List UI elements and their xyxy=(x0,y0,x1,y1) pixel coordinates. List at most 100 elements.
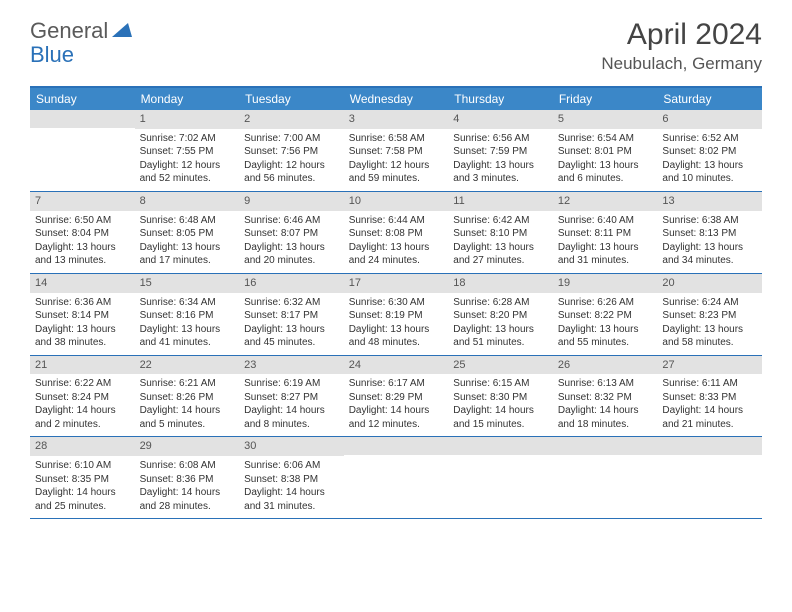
weekday-cell: Saturday xyxy=(657,88,762,110)
day-cell: 8Sunrise: 6:48 AMSunset: 8:05 PMDaylight… xyxy=(135,192,240,273)
sunrise-text: Sunrise: 6:10 AM xyxy=(35,459,130,473)
sunrise-text: Sunrise: 6:15 AM xyxy=(453,377,548,391)
logo-text-general: General xyxy=(30,18,108,44)
daylight-text: Daylight: 12 hours and 52 minutes. xyxy=(140,159,235,186)
sunrise-text: Sunrise: 6:36 AM xyxy=(35,296,130,310)
daylight-text: Daylight: 14 hours and 15 minutes. xyxy=(453,404,548,431)
daylight-text: Daylight: 14 hours and 25 minutes. xyxy=(35,486,130,513)
daylight-text: Daylight: 13 hours and 55 minutes. xyxy=(558,323,653,350)
location: Neubulach, Germany xyxy=(601,54,762,74)
empty-day-bar xyxy=(657,437,762,455)
sunset-text: Sunset: 8:17 PM xyxy=(244,309,339,323)
day-number: 29 xyxy=(135,437,240,456)
daylight-text: Daylight: 13 hours and 41 minutes. xyxy=(140,323,235,350)
day-number: 22 xyxy=(135,356,240,375)
day-cell: 24Sunrise: 6:17 AMSunset: 8:29 PMDayligh… xyxy=(344,356,449,437)
day-body: Sunrise: 6:26 AMSunset: 8:22 PMDaylight:… xyxy=(553,293,658,355)
sunrise-text: Sunrise: 6:22 AM xyxy=(35,377,130,391)
day-body: Sunrise: 6:24 AMSunset: 8:23 PMDaylight:… xyxy=(657,293,762,355)
sunset-text: Sunset: 8:07 PM xyxy=(244,227,339,241)
sunset-text: Sunset: 8:38 PM xyxy=(244,473,339,487)
day-body: Sunrise: 6:44 AMSunset: 8:08 PMDaylight:… xyxy=(344,211,449,273)
day-cell xyxy=(448,437,553,518)
day-cell: 4Sunrise: 6:56 AMSunset: 7:59 PMDaylight… xyxy=(448,110,553,191)
day-number: 13 xyxy=(657,192,762,211)
sunrise-text: Sunrise: 6:30 AM xyxy=(349,296,444,310)
daylight-text: Daylight: 13 hours and 27 minutes. xyxy=(453,241,548,268)
weekday-row: SundayMondayTuesdayWednesdayThursdayFrid… xyxy=(30,88,762,110)
page-header: General April 2024 Neubulach, Germany xyxy=(0,0,792,80)
logo: General xyxy=(30,18,134,44)
day-number: 1 xyxy=(135,110,240,129)
day-number: 6 xyxy=(657,110,762,129)
day-number: 15 xyxy=(135,274,240,293)
day-body: Sunrise: 6:54 AMSunset: 8:01 PMDaylight:… xyxy=(553,129,658,191)
weekday-cell: Monday xyxy=(135,88,240,110)
sunrise-text: Sunrise: 6:56 AM xyxy=(453,132,548,146)
sunrise-text: Sunrise: 6:42 AM xyxy=(453,214,548,228)
sunrise-text: Sunrise: 6:19 AM xyxy=(244,377,339,391)
day-body: Sunrise: 6:38 AMSunset: 8:13 PMDaylight:… xyxy=(657,211,762,273)
day-cell: 30Sunrise: 6:06 AMSunset: 8:38 PMDayligh… xyxy=(239,437,344,518)
day-cell: 20Sunrise: 6:24 AMSunset: 8:23 PMDayligh… xyxy=(657,274,762,355)
sunset-text: Sunset: 7:58 PM xyxy=(349,145,444,159)
day-number: 17 xyxy=(344,274,449,293)
sunset-text: Sunset: 8:29 PM xyxy=(349,391,444,405)
sunset-text: Sunset: 8:20 PM xyxy=(453,309,548,323)
weekday-cell: Wednesday xyxy=(344,88,449,110)
sunrise-text: Sunrise: 7:02 AM xyxy=(140,132,235,146)
day-number: 4 xyxy=(448,110,553,129)
sunrise-text: Sunrise: 6:38 AM xyxy=(662,214,757,228)
sunrise-text: Sunrise: 6:08 AM xyxy=(140,459,235,473)
day-body: Sunrise: 6:22 AMSunset: 8:24 PMDaylight:… xyxy=(30,374,135,436)
day-cell: 15Sunrise: 6:34 AMSunset: 8:16 PMDayligh… xyxy=(135,274,240,355)
sunrise-text: Sunrise: 6:58 AM xyxy=(349,132,444,146)
sunset-text: Sunset: 7:56 PM xyxy=(244,145,339,159)
daylight-text: Daylight: 14 hours and 12 minutes. xyxy=(349,404,444,431)
sunset-text: Sunset: 8:35 PM xyxy=(35,473,130,487)
day-cell: 18Sunrise: 6:28 AMSunset: 8:20 PMDayligh… xyxy=(448,274,553,355)
day-number: 23 xyxy=(239,356,344,375)
daylight-text: Daylight: 14 hours and 31 minutes. xyxy=(244,486,339,513)
daylight-text: Daylight: 13 hours and 24 minutes. xyxy=(349,241,444,268)
day-cell: 9Sunrise: 6:46 AMSunset: 8:07 PMDaylight… xyxy=(239,192,344,273)
week-row: 14Sunrise: 6:36 AMSunset: 8:14 PMDayligh… xyxy=(30,274,762,356)
sunset-text: Sunset: 8:08 PM xyxy=(349,227,444,241)
sunrise-text: Sunrise: 6:11 AM xyxy=(662,377,757,391)
sunset-text: Sunset: 8:10 PM xyxy=(453,227,548,241)
week-row: 1Sunrise: 7:02 AMSunset: 7:55 PMDaylight… xyxy=(30,110,762,192)
day-number: 3 xyxy=(344,110,449,129)
day-cell: 26Sunrise: 6:13 AMSunset: 8:32 PMDayligh… xyxy=(553,356,658,437)
day-cell: 7Sunrise: 6:50 AMSunset: 8:04 PMDaylight… xyxy=(30,192,135,273)
day-number: 2 xyxy=(239,110,344,129)
sunset-text: Sunset: 8:14 PM xyxy=(35,309,130,323)
sunset-text: Sunset: 8:30 PM xyxy=(453,391,548,405)
sunset-text: Sunset: 8:16 PM xyxy=(140,309,235,323)
day-body: Sunrise: 6:36 AMSunset: 8:14 PMDaylight:… xyxy=(30,293,135,355)
day-number: 28 xyxy=(30,437,135,456)
daylight-text: Daylight: 13 hours and 6 minutes. xyxy=(558,159,653,186)
daylight-text: Daylight: 13 hours and 17 minutes. xyxy=(140,241,235,268)
daylight-text: Daylight: 13 hours and 10 minutes. xyxy=(662,159,757,186)
day-body: Sunrise: 6:11 AMSunset: 8:33 PMDaylight:… xyxy=(657,374,762,436)
sunrise-text: Sunrise: 6:48 AM xyxy=(140,214,235,228)
sunset-text: Sunset: 8:24 PM xyxy=(35,391,130,405)
day-cell: 16Sunrise: 6:32 AMSunset: 8:17 PMDayligh… xyxy=(239,274,344,355)
day-cell: 6Sunrise: 6:52 AMSunset: 8:02 PMDaylight… xyxy=(657,110,762,191)
day-cell: 1Sunrise: 7:02 AMSunset: 7:55 PMDaylight… xyxy=(135,110,240,191)
sunset-text: Sunset: 8:05 PM xyxy=(140,227,235,241)
empty-day-bar xyxy=(448,437,553,455)
sunset-text: Sunset: 8:19 PM xyxy=(349,309,444,323)
weekday-cell: Friday xyxy=(553,88,658,110)
day-number: 16 xyxy=(239,274,344,293)
day-cell: 3Sunrise: 6:58 AMSunset: 7:58 PMDaylight… xyxy=(344,110,449,191)
sunrise-text: Sunrise: 6:46 AM xyxy=(244,214,339,228)
sunrise-text: Sunrise: 6:21 AM xyxy=(140,377,235,391)
day-body: Sunrise: 6:19 AMSunset: 8:27 PMDaylight:… xyxy=(239,374,344,436)
day-cell: 28 Sunrise: 6:10 AMSunset: 8:35 PMDayligh… xyxy=(30,437,135,518)
day-number: 20 xyxy=(657,274,762,293)
sunrise-text: Sunrise: 7:00 AM xyxy=(244,132,339,146)
day-body: Sunrise: 7:00 AMSunset: 7:56 PMDaylight:… xyxy=(239,129,344,191)
sunrise-text: Sunrise: 6:50 AM xyxy=(35,214,130,228)
triangle-icon xyxy=(112,21,132,42)
